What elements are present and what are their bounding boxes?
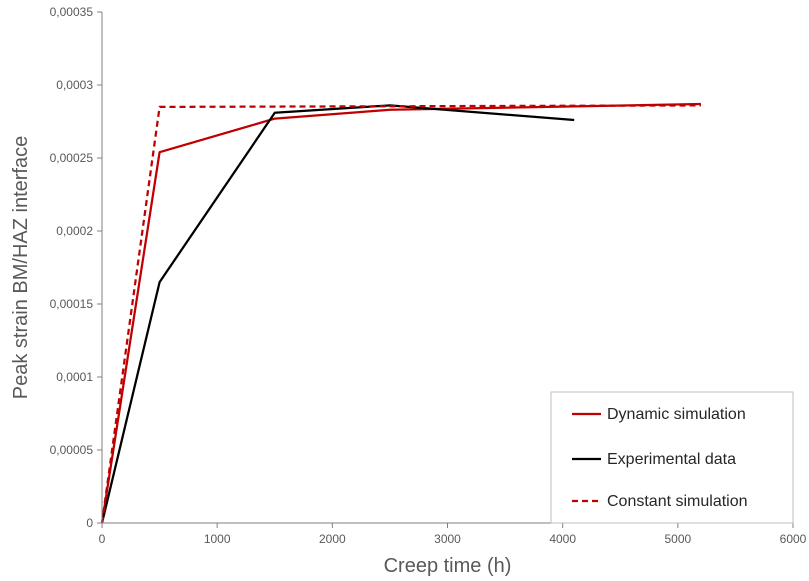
legend-label-constant-simulation: Constant simulation bbox=[607, 493, 748, 510]
series-line-dynamic-simulation bbox=[100, 102, 701, 524]
x-tick-label: 6000 bbox=[780, 532, 807, 546]
y-tick-label: 0 bbox=[86, 516, 93, 530]
x-tick-label: 5000 bbox=[664, 532, 691, 546]
series-layer bbox=[100, 102, 701, 524]
x-tick-label: 0 bbox=[99, 532, 106, 546]
x-tick-label: 2000 bbox=[319, 532, 346, 546]
legend: Dynamic simulation Experimental data Con… bbox=[550, 391, 794, 524]
y-tick-label: 0,00005 bbox=[50, 443, 94, 457]
y-tick-label: 0,0001 bbox=[56, 370, 93, 384]
y-tick-label: 0,00015 bbox=[50, 297, 94, 311]
y-axis-title: Peak strain BM/HAZ interface bbox=[10, 136, 32, 399]
legend-label-dynamic-simulation: Dynamic simulation bbox=[607, 406, 746, 423]
x-tick-label: 4000 bbox=[549, 532, 576, 546]
y-tick-label: 0,0002 bbox=[56, 224, 93, 238]
x-axis-title: Creep time (h) bbox=[384, 555, 512, 577]
y-tick-label: 0,00025 bbox=[50, 151, 94, 165]
x-tick-label: 3000 bbox=[434, 532, 461, 546]
x-tick-label: 1000 bbox=[204, 532, 231, 546]
legend-label-experimental-data: Experimental data bbox=[607, 451, 736, 468]
series-line-constant-simulation bbox=[100, 104, 701, 524]
axes-layer: 0 0,00005 0,0001 0,00015 0,0002 0,00025 0,0003… bbox=[50, 5, 807, 546]
y-tick-label: 0,00035 bbox=[50, 5, 94, 19]
y-tick-label: 0,0003 bbox=[56, 78, 93, 92]
series-line-experimental-data bbox=[100, 104, 575, 524]
